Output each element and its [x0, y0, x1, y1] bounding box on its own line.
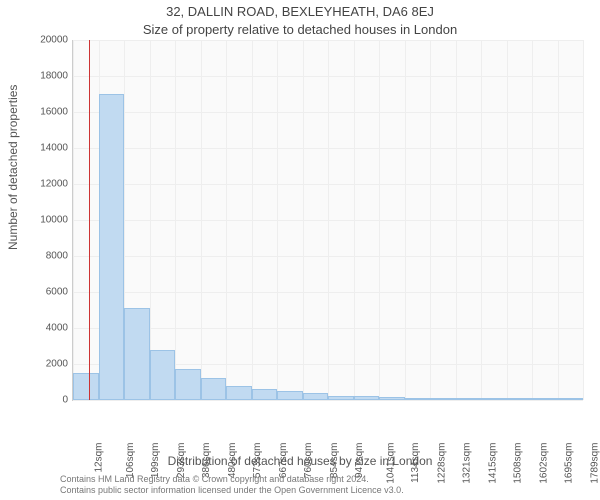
- x-axis-title: Distribution of detached houses by size …: [0, 454, 600, 468]
- histogram-bar: [456, 398, 482, 400]
- gridline-v: [277, 40, 278, 400]
- gridline-v: [430, 40, 431, 400]
- y-tick-label: 0: [32, 395, 68, 406]
- histogram-bar: [73, 373, 99, 400]
- y-tick-label: 12000: [32, 179, 68, 190]
- y-tick-label: 4000: [32, 323, 68, 334]
- plot-area: [72, 40, 583, 401]
- histogram-bar: [328, 396, 354, 401]
- histogram-bar: [379, 397, 405, 400]
- histogram-bar: [150, 350, 176, 400]
- histogram-bar: [303, 393, 329, 400]
- gridline-v: [583, 40, 584, 400]
- gridline-v: [507, 40, 508, 400]
- attribution-line-1: Contains HM Land Registry data © Crown c…: [60, 474, 590, 485]
- gridline-v: [201, 40, 202, 400]
- gridline-v: [175, 40, 176, 400]
- attribution-line-2: Contains public sector information licen…: [60, 485, 590, 496]
- y-tick-label: 8000: [32, 251, 68, 262]
- histogram-bar: [201, 378, 227, 400]
- histogram-bar: [252, 389, 278, 400]
- gridline-v: [328, 40, 329, 400]
- histogram-bar: [277, 391, 303, 400]
- chart-title: 32, DALLIN ROAD, BEXLEYHEATH, DA6 8EJ: [0, 4, 600, 19]
- y-tick-label: 18000: [32, 71, 68, 82]
- histogram-bar: [354, 396, 380, 400]
- histogram-bar: [405, 398, 431, 400]
- gridline-v: [354, 40, 355, 400]
- gridline-v: [481, 40, 482, 400]
- gridline-v: [226, 40, 227, 400]
- histogram-bar: [481, 398, 507, 400]
- gridline-v: [252, 40, 253, 400]
- chart-subtitle: Size of property relative to detached ho…: [0, 22, 600, 37]
- gridline-v: [405, 40, 406, 400]
- y-tick-label: 10000: [32, 215, 68, 226]
- property-marker-line: [89, 40, 90, 400]
- gridline-v: [379, 40, 380, 400]
- histogram-bar: [430, 398, 456, 400]
- y-tick-label: 14000: [32, 143, 68, 154]
- gridline-v: [456, 40, 457, 400]
- gridline-v: [303, 40, 304, 400]
- y-axis-title: Number of detached properties: [6, 85, 20, 250]
- gridline-v: [558, 40, 559, 400]
- chart-container: 32, DALLIN ROAD, BEXLEYHEATH, DA6 8EJ Si…: [0, 0, 600, 500]
- histogram-bar: [175, 369, 201, 400]
- attribution: Contains HM Land Registry data © Crown c…: [60, 474, 590, 497]
- gridline-h: [73, 400, 583, 401]
- histogram-bar: [532, 398, 558, 400]
- gridline-v: [150, 40, 151, 400]
- y-tick-label: 6000: [32, 287, 68, 298]
- histogram-bar: [124, 308, 150, 400]
- y-tick-label: 20000: [32, 35, 68, 46]
- gridline-v: [532, 40, 533, 400]
- histogram-bar: [507, 398, 533, 400]
- histogram-bar: [558, 398, 584, 400]
- histogram-bar: [226, 386, 252, 400]
- histogram-bar: [99, 94, 125, 400]
- y-tick-label: 2000: [32, 359, 68, 370]
- gridline-v: [73, 40, 74, 400]
- y-tick-label: 16000: [32, 107, 68, 118]
